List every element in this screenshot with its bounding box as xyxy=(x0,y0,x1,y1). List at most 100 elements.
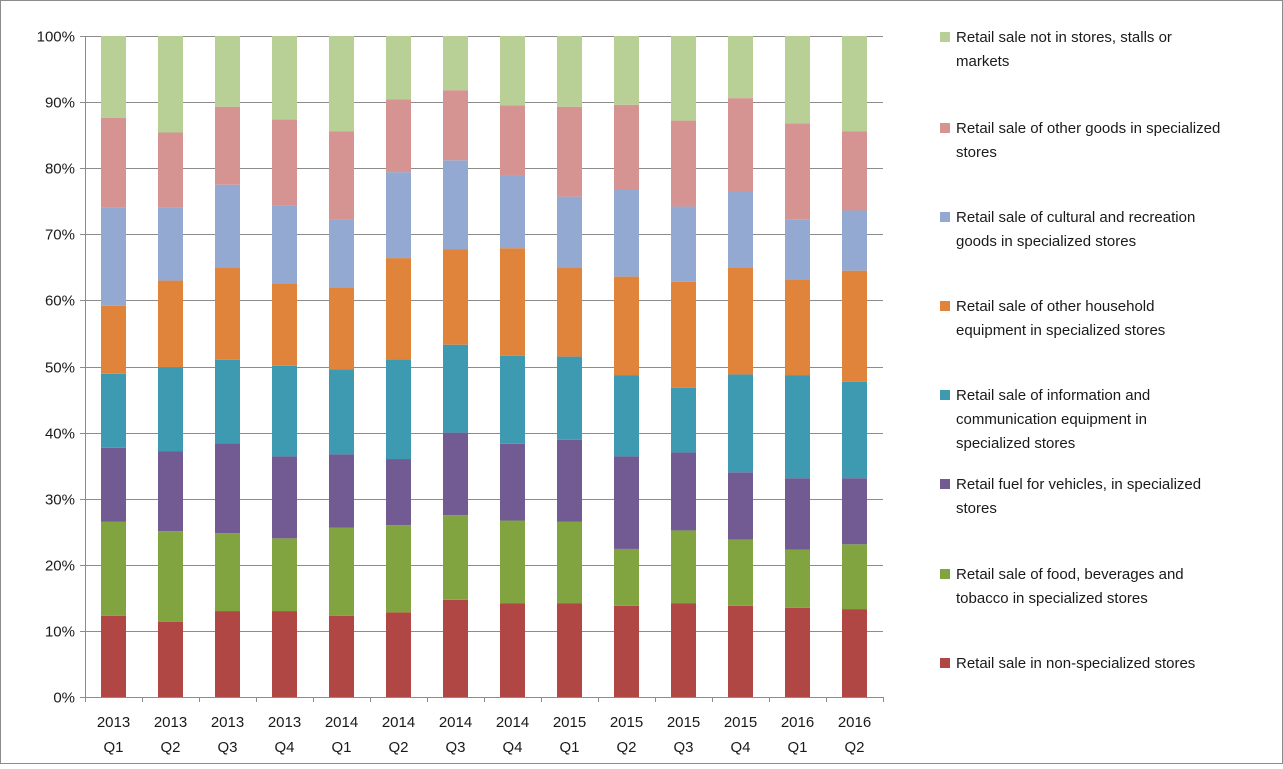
bar-segment xyxy=(215,443,240,534)
bar-segment xyxy=(101,117,126,208)
legend-item: Retail sale of information and communicat… xyxy=(940,387,1150,452)
x-tick-label-year: 2014 xyxy=(439,714,472,731)
bar-segment xyxy=(158,132,183,208)
bar-segment xyxy=(500,603,525,697)
bar-segment xyxy=(386,612,411,697)
bar-segment xyxy=(158,621,183,697)
bar-segment xyxy=(842,210,867,271)
x-tick-label-year: 2013 xyxy=(97,714,130,731)
x-tick-label-quarter: Q2 xyxy=(844,739,864,756)
bar-segment xyxy=(842,381,867,479)
bar-segment xyxy=(728,605,753,697)
bar-segment xyxy=(101,615,126,697)
bar-segment xyxy=(215,359,240,444)
x-tick-label-year: 2014 xyxy=(496,714,529,731)
bar-segment xyxy=(842,270,867,382)
x-tick-label-year: 2013 xyxy=(268,714,301,731)
bar-segment xyxy=(614,190,639,277)
bar-segment xyxy=(557,603,582,697)
bar-segment xyxy=(842,478,867,545)
bar-segment xyxy=(443,599,468,697)
legend-label: Retail sale not in stores, stalls or mark… xyxy=(956,29,1172,70)
y-tick-label: 50% xyxy=(45,360,75,377)
bar-segment xyxy=(158,280,183,368)
bar-segment xyxy=(272,283,297,366)
y-tick-label: 0% xyxy=(53,690,75,707)
legend-item: Retail sale not in stores, stalls or mark… xyxy=(940,29,1172,70)
bar-segment xyxy=(386,172,411,259)
bar-segment xyxy=(215,36,240,107)
x-tick-label-quarter: Q1 xyxy=(559,739,579,756)
bar-segment xyxy=(671,281,696,388)
x-tick-label-quarter: Q2 xyxy=(388,739,408,756)
y-tick-label: 80% xyxy=(45,161,75,178)
bar-segment xyxy=(614,605,639,697)
bar-segment xyxy=(386,258,411,360)
bar-segment xyxy=(215,268,240,360)
bar-segment xyxy=(101,305,126,374)
x-tick-label-year: 2015 xyxy=(667,714,700,731)
x-tick-label-quarter: Q3 xyxy=(217,739,237,756)
legend-label: Retail sale of information and communicat… xyxy=(956,387,1150,452)
bar-segment xyxy=(500,248,525,356)
legend-swatch xyxy=(940,123,950,133)
bar-segment xyxy=(215,611,240,697)
bar-segment xyxy=(842,609,867,697)
x-tick-label-quarter: Q4 xyxy=(502,739,522,756)
y-tick-label: 10% xyxy=(45,624,75,641)
bar-segment xyxy=(158,451,183,532)
legend-label: Retail sale of other goods in specialize… xyxy=(956,120,1220,161)
bar-segment xyxy=(728,472,753,540)
bar-segment xyxy=(614,548,639,606)
bar-segment xyxy=(386,525,411,613)
legend-label: Retail sale of other household equipment … xyxy=(956,298,1165,339)
bar-segment xyxy=(101,373,126,448)
bar-segment xyxy=(785,478,810,550)
bar-segment xyxy=(728,267,753,375)
bar-segment xyxy=(557,439,582,522)
bar-segment xyxy=(329,615,354,697)
bar-segment xyxy=(557,36,582,107)
bar-segment xyxy=(500,105,525,176)
bar-segment xyxy=(500,520,525,604)
bar-segment xyxy=(842,544,867,610)
bar-segment xyxy=(614,104,639,191)
bar-segment xyxy=(500,175,525,249)
bar-segment xyxy=(500,36,525,106)
bar-segment xyxy=(785,375,810,479)
y-tick-label: 30% xyxy=(45,492,75,509)
legend-label: Retail fuel for vehicles, in specialized… xyxy=(956,476,1201,517)
bar-segment xyxy=(329,36,354,132)
bar-segment xyxy=(272,365,297,457)
bar-segment xyxy=(443,432,468,516)
legend-swatch xyxy=(940,301,950,311)
bar-segment xyxy=(443,515,468,600)
bar-segment xyxy=(671,603,696,697)
y-tick-label: 60% xyxy=(45,293,75,310)
bar-segment xyxy=(443,90,468,161)
bar-segment xyxy=(101,521,126,616)
bar-segment xyxy=(614,276,639,376)
legend-label: Retail sale of cultural and recreation go… xyxy=(956,209,1195,250)
bar-segment xyxy=(842,36,867,132)
bar-segment xyxy=(215,184,240,269)
bar-segment xyxy=(671,452,696,531)
bar-segment xyxy=(443,160,468,250)
bar-segment xyxy=(272,205,297,284)
x-tick-label-quarter: Q1 xyxy=(787,739,807,756)
legend-item: Retail sale of other household equipment … xyxy=(940,298,1165,339)
y-tick-label: 20% xyxy=(45,558,75,575)
bar-segment xyxy=(785,219,810,280)
x-tick-label-year: 2013 xyxy=(154,714,187,731)
bar-segment xyxy=(272,36,297,120)
legend-item: Retail sale in non-specialized stores xyxy=(940,655,1195,672)
legend-swatch xyxy=(940,479,950,489)
bar-segment xyxy=(443,36,468,91)
x-tick-label-year: 2016 xyxy=(781,714,814,731)
x-tick-label-quarter: Q3 xyxy=(673,739,693,756)
x-tick-label-year: 2015 xyxy=(724,714,757,731)
bar-segment xyxy=(386,359,411,460)
bar-segment xyxy=(158,36,183,133)
